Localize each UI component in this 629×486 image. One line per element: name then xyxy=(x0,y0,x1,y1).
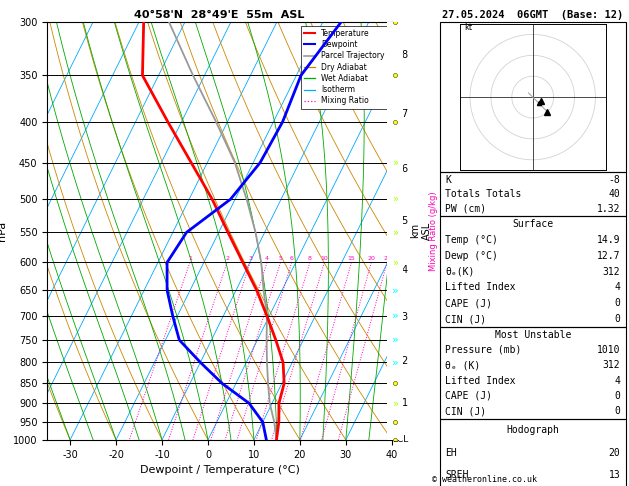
Text: 0: 0 xyxy=(615,314,620,324)
Text: PW (cm): PW (cm) xyxy=(445,204,486,214)
Text: 14.9: 14.9 xyxy=(597,235,620,245)
Text: -8: -8 xyxy=(608,174,620,185)
Bar xyxy=(440,419,626,486)
Text: »: » xyxy=(392,258,398,267)
Text: 6: 6 xyxy=(290,256,294,261)
Text: 15: 15 xyxy=(348,256,355,261)
Text: »: » xyxy=(392,398,398,408)
Text: 20: 20 xyxy=(367,256,376,261)
Text: 4: 4 xyxy=(615,376,620,385)
Bar xyxy=(440,173,626,216)
Text: 8: 8 xyxy=(308,256,312,261)
Text: 40: 40 xyxy=(608,189,620,199)
Text: θₑ (K): θₑ (K) xyxy=(445,360,481,370)
Text: 2: 2 xyxy=(225,256,229,261)
Text: »: » xyxy=(392,335,399,345)
Bar xyxy=(440,22,626,173)
Text: 12.7: 12.7 xyxy=(597,251,620,261)
Text: 4: 4 xyxy=(265,256,269,261)
Text: 1: 1 xyxy=(188,256,192,261)
Y-axis label: hPa: hPa xyxy=(0,221,8,241)
Text: Surface: Surface xyxy=(512,219,554,229)
Text: »: » xyxy=(392,157,398,168)
Bar xyxy=(440,327,626,419)
Text: Lifted Index: Lifted Index xyxy=(445,376,516,385)
Bar xyxy=(440,216,626,327)
Title: 27.05.2024  06GMT  (Base: 12): 27.05.2024 06GMT (Base: 12) xyxy=(442,10,623,20)
Text: Hodograph: Hodograph xyxy=(506,425,559,435)
Text: 4: 4 xyxy=(615,282,620,293)
Text: 0: 0 xyxy=(615,391,620,401)
Text: CAPE (J): CAPE (J) xyxy=(445,391,492,401)
Text: »: » xyxy=(392,194,398,204)
Text: Most Unstable: Most Unstable xyxy=(494,330,571,340)
Text: CIN (J): CIN (J) xyxy=(445,314,486,324)
Y-axis label: km
ASL: km ASL xyxy=(411,222,432,240)
Text: »: » xyxy=(392,285,399,295)
Text: Temp (°C): Temp (°C) xyxy=(445,235,498,245)
Text: CAPE (J): CAPE (J) xyxy=(445,298,492,308)
Text: 3: 3 xyxy=(248,256,252,261)
Text: Pressure (mb): Pressure (mb) xyxy=(445,345,521,355)
Text: 10: 10 xyxy=(320,256,328,261)
Text: EH: EH xyxy=(445,448,457,458)
Text: 0: 0 xyxy=(615,406,620,417)
Text: Mixing Ratio (g/kg): Mixing Ratio (g/kg) xyxy=(428,191,438,271)
Text: 1.32: 1.32 xyxy=(597,204,620,214)
X-axis label: Dewpoint / Temperature (°C): Dewpoint / Temperature (°C) xyxy=(140,465,299,475)
Text: »: » xyxy=(392,227,398,237)
Text: © weatheronline.co.uk: © weatheronline.co.uk xyxy=(432,474,537,484)
Text: LCL: LCL xyxy=(392,435,408,444)
Text: 312: 312 xyxy=(603,267,620,277)
Text: K: K xyxy=(445,174,451,185)
Text: 1010: 1010 xyxy=(597,345,620,355)
Text: 0: 0 xyxy=(615,298,620,308)
Text: Totals Totals: Totals Totals xyxy=(445,189,521,199)
Legend: Temperature, Dewpoint, Parcel Trajectory, Dry Adiabat, Wet Adiabat, Isotherm, Mi: Temperature, Dewpoint, Parcel Trajectory… xyxy=(301,26,388,108)
Text: 5: 5 xyxy=(279,256,282,261)
Text: 312: 312 xyxy=(603,360,620,370)
Text: »: » xyxy=(392,357,399,367)
Text: Lifted Index: Lifted Index xyxy=(445,282,516,293)
Text: 20: 20 xyxy=(608,448,620,458)
Title: 40°58'N  28°49'E  55m  ASL: 40°58'N 28°49'E 55m ASL xyxy=(135,10,304,20)
Text: CIN (J): CIN (J) xyxy=(445,406,486,417)
Text: θₑ(K): θₑ(K) xyxy=(445,267,474,277)
Text: SREH: SREH xyxy=(445,470,469,480)
Text: 25: 25 xyxy=(383,256,391,261)
Text: Dewp (°C): Dewp (°C) xyxy=(445,251,498,261)
Text: »: » xyxy=(392,311,399,321)
Text: 13: 13 xyxy=(608,470,620,480)
